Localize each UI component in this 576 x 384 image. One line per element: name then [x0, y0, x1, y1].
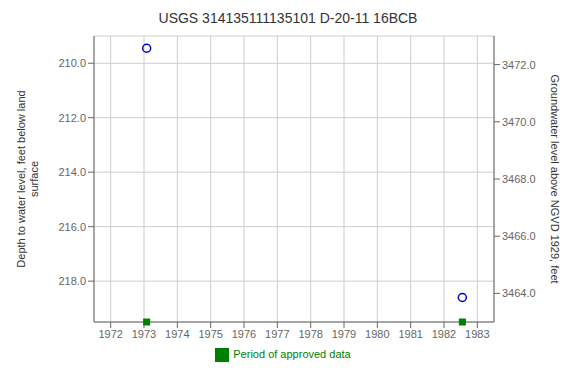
svg-text:1975: 1975 [198, 328, 222, 340]
svg-text:212.0: 212.0 [58, 112, 86, 124]
svg-text:1979: 1979 [332, 328, 356, 340]
svg-text:1983: 1983 [465, 328, 489, 340]
html-text:Period of approved data: Period of approved data [233, 348, 351, 360]
svg-text:Groundwater level above NGVD 1: Groundwater level above NGVD 1929, feet [549, 74, 561, 283]
svg-text:surface: surface [28, 161, 40, 197]
svg-text:1982: 1982 [432, 328, 456, 340]
svg-text:Depth to water level, feet bel: Depth to water level, feet below land [15, 90, 27, 267]
svg-text:210.0: 210.0 [58, 57, 86, 69]
svg-text:3466.0: 3466.0 [502, 230, 536, 242]
svg-text:216.0: 216.0 [58, 221, 86, 233]
svg-text:1980: 1980 [365, 328, 389, 340]
svg-text:1973: 1973 [132, 328, 156, 340]
svg-text:3468.0: 3468.0 [502, 173, 536, 185]
svg-text:3472.0: 3472.0 [502, 59, 536, 71]
svg-text:218.0: 218.0 [58, 275, 86, 287]
svg-text:214.0: 214.0 [58, 166, 86, 178]
svg-text:1978: 1978 [298, 328, 322, 340]
svg-text:1981: 1981 [398, 328, 422, 340]
svg-text:3470.0: 3470.0 [502, 116, 536, 128]
svg-text:1977: 1977 [265, 328, 289, 340]
svg-text:3464.0: 3464.0 [502, 287, 536, 299]
svg-text:1976: 1976 [232, 328, 256, 340]
svg-text:1974: 1974 [165, 328, 189, 340]
svg-text:1972: 1972 [98, 328, 122, 340]
html-text:USGS 314135111135101 D-20-11 1: USGS 314135111135101 D-20-11 16BCB [158, 10, 418, 26]
